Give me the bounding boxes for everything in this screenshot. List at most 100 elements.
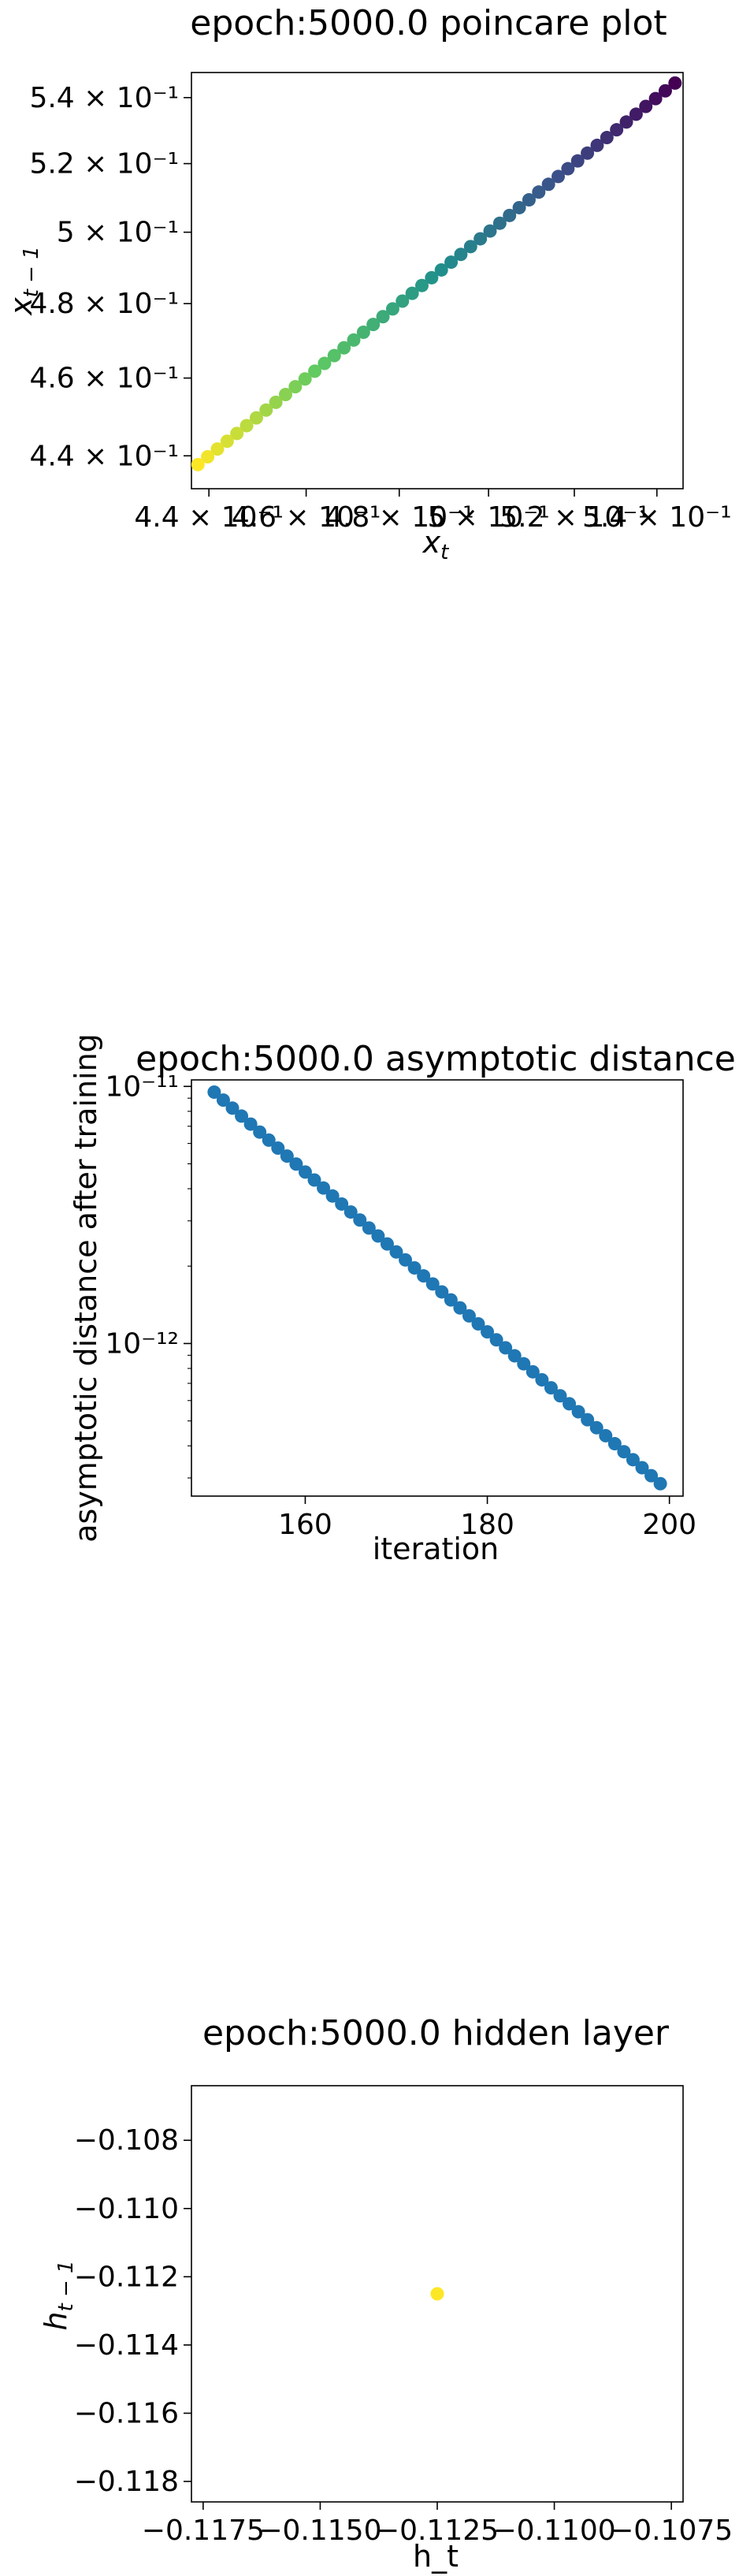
- data-point: [563, 1397, 577, 1411]
- data-point: [590, 138, 604, 152]
- data-point: [417, 1269, 431, 1283]
- y-tick-label: 5.2 × 10⁻¹: [29, 148, 179, 181]
- data-point: [617, 1445, 631, 1459]
- y-tick-label: 5.4 × 10⁻¹: [29, 82, 179, 114]
- x-tick-label: 4.6 × 10⁻¹: [232, 501, 381, 534]
- data-point: [308, 364, 322, 378]
- x-tick-label: 5 × 10⁻¹: [427, 501, 549, 534]
- data-point: [269, 395, 283, 409]
- data-point: [599, 1428, 613, 1442]
- data-point: [507, 1349, 522, 1363]
- chart-title: epoch:5000.0 poincare plot: [190, 3, 667, 43]
- plot-frame: [191, 1079, 684, 1497]
- data-point: [407, 1261, 421, 1275]
- data-point: [356, 325, 370, 339]
- data-point: [337, 341, 351, 355]
- y-tick-label: 5 × 10⁻¹: [57, 217, 179, 249]
- data-point: [230, 426, 244, 441]
- points: [191, 76, 682, 471]
- x-tick-label: −0.1175: [142, 2515, 265, 2547]
- x-tick-label: 5.4 × 10⁻¹: [582, 501, 732, 534]
- data-point: [362, 1221, 376, 1235]
- data-point: [517, 1357, 531, 1371]
- data-point: [298, 372, 312, 386]
- data-point: [581, 1413, 595, 1427]
- data-point: [249, 411, 263, 425]
- data-point: [462, 1308, 476, 1323]
- data-point: [668, 76, 682, 90]
- data-point: [444, 255, 459, 270]
- data-point: [453, 1301, 467, 1315]
- x-tick-label: 4.4 × 10⁻¹: [134, 501, 284, 534]
- data-point: [405, 286, 419, 300]
- data-point: [415, 278, 429, 292]
- x-axis: −0.1175−0.1150−0.1125−0.1100−0.1075: [142, 2502, 733, 2547]
- data-point: [288, 380, 303, 394]
- y-tick-label: −0.108: [74, 2124, 179, 2157]
- data-point: [280, 1149, 294, 1163]
- data-point: [653, 1476, 667, 1491]
- data-point: [570, 154, 585, 168]
- points: [430, 2287, 444, 2301]
- data-point: [389, 1245, 403, 1259]
- y-axis-label: xt − 1: [4, 246, 43, 316]
- data-point: [541, 177, 555, 192]
- data-point: [571, 1405, 585, 1419]
- data-point: [544, 1381, 558, 1395]
- data-point: [317, 1181, 331, 1195]
- data-point: [658, 84, 672, 98]
- data-point: [318, 356, 332, 370]
- data-point: [240, 419, 254, 433]
- y-tick-label: −0.116: [74, 2397, 179, 2429]
- x-tick-label: 200: [642, 1509, 696, 1541]
- data-point: [635, 1461, 649, 1475]
- data-point: [629, 107, 643, 121]
- x-axis: 160 180 200: [278, 1496, 696, 1541]
- data-point: [243, 1117, 258, 1131]
- data-point: [207, 1085, 221, 1100]
- data-point: [353, 1213, 367, 1227]
- data-point: [289, 1157, 303, 1171]
- y-tick-label: −0.118: [74, 2466, 179, 2498]
- chart-title: epoch:5000.0 hidden layer: [202, 2013, 670, 2053]
- data-point: [489, 1333, 503, 1347]
- data-point: [225, 1101, 240, 1115]
- data-point: [235, 1109, 249, 1123]
- y-tick-label: 10⁻¹¹: [105, 1070, 179, 1103]
- data-point: [503, 208, 517, 222]
- data-point: [454, 248, 468, 262]
- y-axis: −0.108 −0.110 −0.112 −0.114 −0.116 −0.118: [74, 2124, 191, 2498]
- data-point: [425, 270, 439, 285]
- plot-frame: [191, 72, 684, 490]
- data-point: [525, 1364, 540, 1379]
- y-tick-label: 4.8 × 10⁻¹: [29, 288, 179, 320]
- data-point: [366, 318, 381, 332]
- data-point: [483, 224, 497, 238]
- data-point: [463, 240, 477, 254]
- x-tick-label: −0.1075: [610, 2515, 733, 2547]
- data-point: [619, 115, 633, 129]
- data-point: [399, 1253, 413, 1267]
- data-point: [535, 1372, 549, 1387]
- x-tick-label: 160: [278, 1509, 332, 1541]
- data-point: [371, 1229, 385, 1243]
- data-point: [327, 348, 341, 363]
- y-tick-label: 10⁻¹²: [105, 1327, 179, 1360]
- x-tick-label: 5.2 × 10⁻¹: [499, 501, 649, 534]
- data-point: [600, 131, 614, 145]
- x-tick-label: −0.1150: [258, 2515, 381, 2547]
- data-point: [259, 403, 273, 417]
- data-point: [589, 1420, 603, 1435]
- x-axis-label: h_t: [413, 2539, 459, 2574]
- data-point: [610, 123, 624, 137]
- chart-title: epoch:5000.0 asymptotic distance: [136, 1039, 736, 1079]
- data-point: [481, 1325, 495, 1339]
- y-axis-label: ht − 1: [39, 2260, 78, 2330]
- data-point: [344, 1205, 358, 1219]
- x-tick-label: −0.1125: [376, 2515, 499, 2547]
- hidden-layer-chart: epoch:5000.0 hidden layer −0.108−0.110−0…: [39, 2013, 733, 2574]
- x-axis: 4.4 × 10⁻¹4.6 × 10⁻¹4.8 × 10⁻¹5 × 10⁻¹5.…: [134, 489, 732, 534]
- data-point: [307, 1173, 321, 1187]
- data-point: [471, 1316, 485, 1331]
